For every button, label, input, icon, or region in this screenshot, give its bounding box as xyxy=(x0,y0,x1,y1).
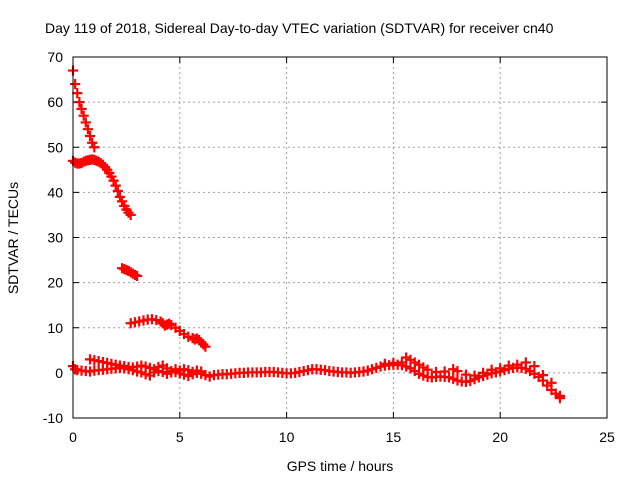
y-tick-label: 60 xyxy=(47,94,63,110)
series-point xyxy=(486,364,497,375)
series-point xyxy=(546,377,557,388)
series-short-arc-22 xyxy=(117,263,143,281)
series-point xyxy=(469,370,480,381)
x-tick-label: 10 xyxy=(279,429,295,445)
series-point xyxy=(70,78,81,90)
series-upper-noise-band xyxy=(84,352,566,404)
series-point xyxy=(439,366,450,377)
x-axis-label: GPS time / hours xyxy=(287,458,394,474)
y-tick-label: 40 xyxy=(47,184,63,200)
series-point xyxy=(362,365,373,376)
x-tick-label: 20 xyxy=(492,429,508,445)
series-point xyxy=(379,358,390,369)
series-point xyxy=(187,366,198,378)
series-point xyxy=(200,341,211,352)
x-tick-label: 25 xyxy=(599,429,615,445)
series-point xyxy=(89,142,100,153)
series-layer xyxy=(67,65,566,404)
plot-area-frame xyxy=(72,56,608,419)
series-point xyxy=(520,357,531,368)
series-point xyxy=(144,362,155,374)
series-point xyxy=(452,365,463,377)
series-point xyxy=(170,364,181,375)
y-tick-label: 20 xyxy=(47,275,63,291)
series-point xyxy=(78,110,89,121)
series-point xyxy=(431,366,442,378)
y-tick-label: 0 xyxy=(55,365,63,381)
series-point xyxy=(418,370,429,381)
series-point xyxy=(366,364,378,375)
y-tick-label: -10 xyxy=(43,410,63,426)
series-point xyxy=(460,369,472,380)
series-point xyxy=(74,97,85,108)
tick-layer: 0 5 10 15 20 25 -10 0 10 20 30 40 50 60 70 xyxy=(43,49,615,445)
series-point xyxy=(529,361,540,372)
series-point xyxy=(110,180,121,191)
x-tick-label: 15 xyxy=(386,429,402,445)
x-tick-label: 0 xyxy=(69,429,77,445)
x-tick-label: 5 xyxy=(176,429,184,445)
series-point xyxy=(371,362,382,374)
series-point xyxy=(140,361,151,372)
series-point xyxy=(396,357,408,368)
chart-title: Day 119 of 2018, Sidereal Day-to-day VTE… xyxy=(45,20,554,36)
series-point xyxy=(72,88,83,99)
series-point xyxy=(422,364,433,375)
y-tick-label: 50 xyxy=(47,139,63,155)
series-point xyxy=(204,371,215,382)
series-point xyxy=(554,393,566,404)
series-point xyxy=(495,363,506,374)
series-mid-arc-47 xyxy=(67,154,136,221)
series-point xyxy=(82,124,94,135)
series-point xyxy=(125,209,136,221)
series-point xyxy=(84,130,96,142)
series-high-decay-arc xyxy=(67,65,100,153)
series-point xyxy=(151,314,162,326)
series-point xyxy=(153,361,164,373)
y-tick-label: 70 xyxy=(47,49,63,65)
y-axis-label: SDTVAR / TECUs xyxy=(5,182,21,294)
series-point xyxy=(183,331,194,342)
series-point xyxy=(443,372,455,383)
series-point xyxy=(112,185,123,197)
series-point xyxy=(537,370,549,381)
series-point xyxy=(80,117,91,128)
y-tick-label: 10 xyxy=(47,320,63,336)
series-point xyxy=(196,366,207,377)
y-tick-label: 30 xyxy=(47,230,63,246)
series-point xyxy=(76,103,87,114)
series-point xyxy=(503,360,514,371)
series-point xyxy=(512,359,523,370)
series-point xyxy=(131,270,143,281)
series-point xyxy=(478,367,489,378)
series-point xyxy=(388,357,399,369)
series-point xyxy=(174,365,185,376)
series-mid-arc-11 xyxy=(125,314,211,352)
